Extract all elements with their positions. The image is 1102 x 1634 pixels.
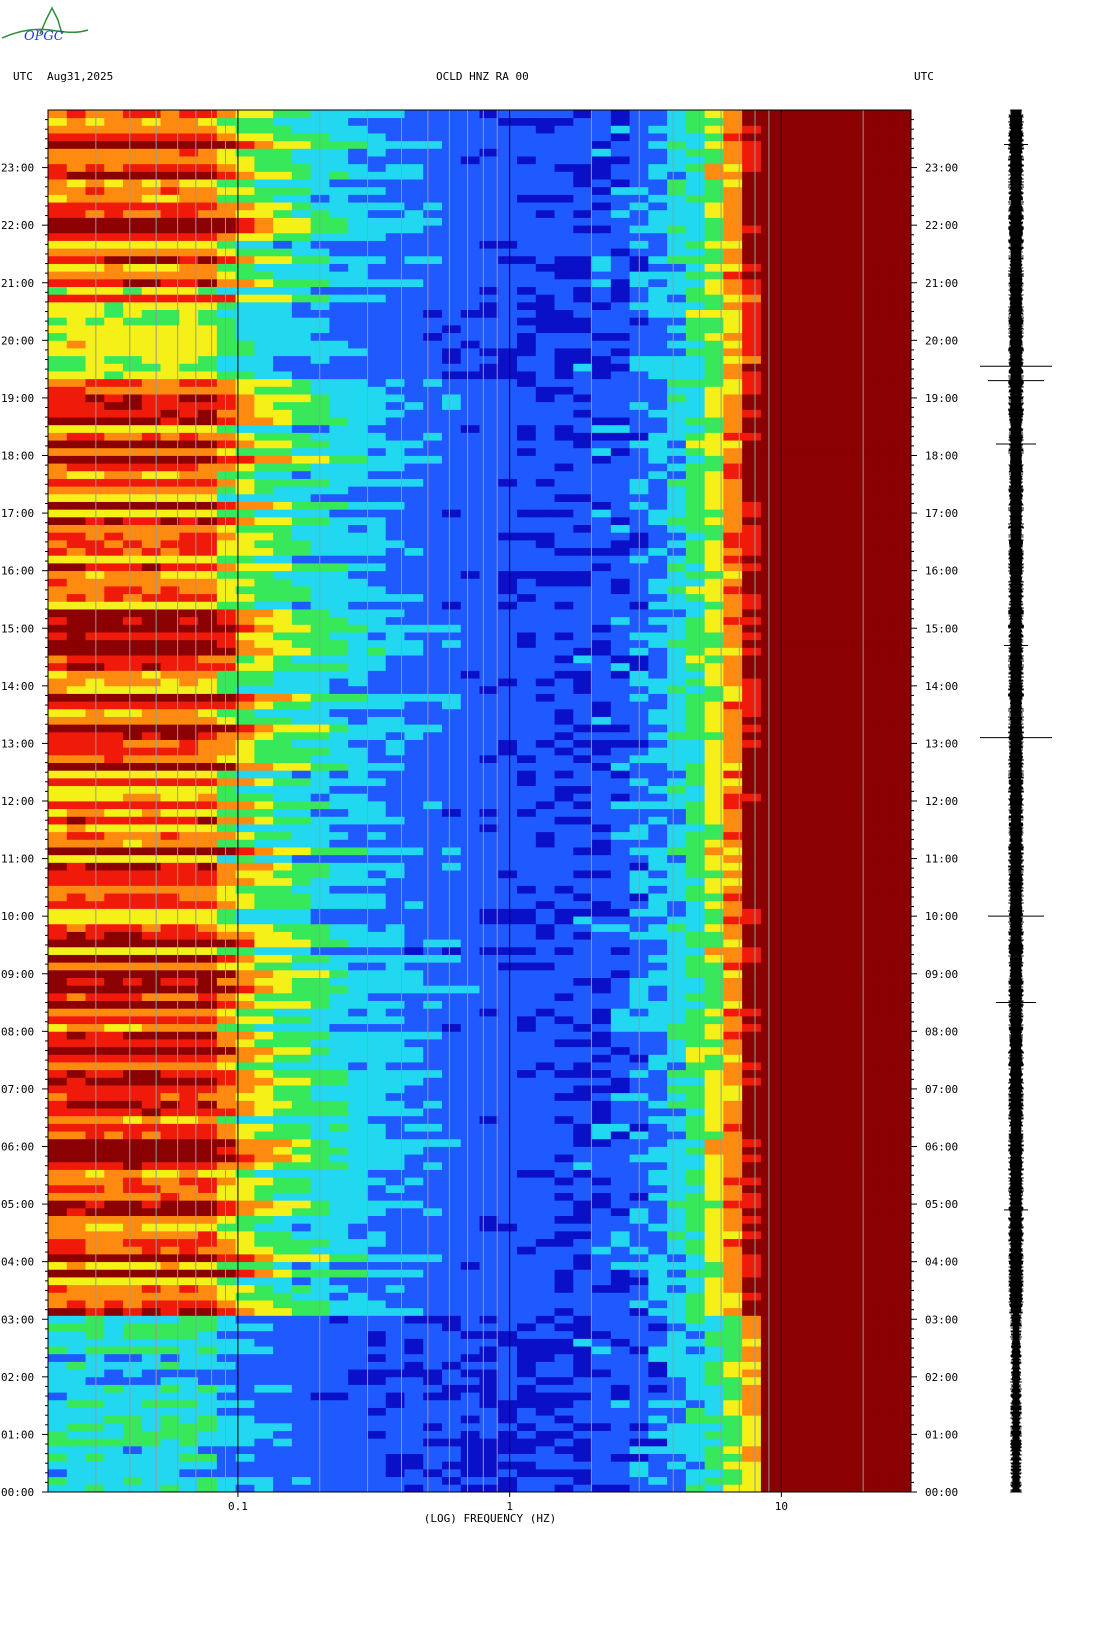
time-tick-label-right: 16:00 bbox=[925, 565, 958, 578]
time-tick-label-left: 09:00 bbox=[1, 968, 34, 981]
time-tick-label-right: 06:00 bbox=[925, 1141, 958, 1154]
seismogram-waveform bbox=[1008, 109, 1024, 1493]
right-timezone-label: UTC bbox=[914, 70, 934, 83]
logo-text: OPGC bbox=[24, 29, 64, 44]
left-timezone-label: UTC bbox=[13, 70, 33, 83]
time-tick-label-left: 23:00 bbox=[1, 162, 34, 175]
time-tick-label-right: 05:00 bbox=[925, 1198, 958, 1211]
time-tick-label-right: 09:00 bbox=[925, 968, 958, 981]
frequency-tick-label: 1 bbox=[506, 1500, 513, 1513]
time-tick-label-right: 21:00 bbox=[925, 277, 958, 290]
x-axis-label: (LOG) FREQUENCY (HZ) bbox=[424, 1512, 556, 1525]
time-tick-label-left: 16:00 bbox=[1, 565, 34, 578]
time-tick-label-left: 15:00 bbox=[1, 622, 34, 635]
time-tick-label-right: 18:00 bbox=[925, 450, 958, 463]
time-tick-label-left: 05:00 bbox=[1, 1198, 34, 1211]
time-tick-label-left: 00:00 bbox=[1, 1486, 34, 1499]
time-tick-label-left: 17:00 bbox=[1, 507, 34, 520]
time-tick-label-right: 00:00 bbox=[925, 1486, 958, 1499]
time-axis: 00:00 00:00 01:00 01:00 02:00 02:00 03:00 03:00… bbox=[1, 119, 958, 1499]
time-tick-label-right: 01:00 bbox=[925, 1428, 958, 1441]
time-tick-label-left: 12:00 bbox=[1, 795, 34, 808]
spectrogram-heatmap bbox=[48, 110, 912, 1493]
time-tick-label-left: 13:00 bbox=[1, 737, 34, 750]
time-tick-label-left: 06:00 bbox=[1, 1141, 34, 1154]
time-tick-label-right: 03:00 bbox=[925, 1313, 958, 1326]
time-tick-label-right: 12:00 bbox=[925, 795, 958, 808]
time-tick-label-left: 02:00 bbox=[1, 1371, 34, 1384]
time-tick-label-right: 23:00 bbox=[925, 162, 958, 175]
time-tick-label-right: 15:00 bbox=[925, 622, 958, 635]
time-tick-label-left: 14:00 bbox=[1, 680, 34, 693]
time-tick-label-right: 04:00 bbox=[925, 1256, 958, 1269]
seismogram-trace bbox=[980, 109, 1052, 1493]
time-tick-label-left: 03:00 bbox=[1, 1313, 34, 1326]
time-tick-label-right: 08:00 bbox=[925, 1025, 958, 1038]
time-tick-label-left: 01:00 bbox=[1, 1428, 34, 1441]
time-tick-label-right: 02:00 bbox=[925, 1371, 958, 1384]
frequency-axis: 0.1 1 10 bbox=[228, 1492, 788, 1513]
time-tick-label-left: 21:00 bbox=[1, 277, 34, 290]
time-tick-label-right: 10:00 bbox=[925, 910, 958, 923]
time-tick-label-left: 11:00 bbox=[1, 853, 34, 866]
time-tick-label-right: 14:00 bbox=[925, 680, 958, 693]
time-tick-label-right: 11:00 bbox=[925, 853, 958, 866]
time-tick-label-right: 07:00 bbox=[925, 1083, 958, 1096]
time-tick-label-left: 22:00 bbox=[1, 219, 34, 232]
time-tick-label-left: 20:00 bbox=[1, 334, 34, 347]
time-tick-label-right: 17:00 bbox=[925, 507, 958, 520]
time-tick-label-left: 10:00 bbox=[1, 910, 34, 923]
frequency-tick-label: 10 bbox=[775, 1500, 788, 1513]
time-tick-label-left: 08:00 bbox=[1, 1025, 34, 1038]
time-tick-label-left: 18:00 bbox=[1, 450, 34, 463]
frequency-gridlines bbox=[47, 110, 912, 1492]
time-tick-label-left: 07:00 bbox=[1, 1083, 34, 1096]
station-title: OCLD HNZ RA 00 bbox=[436, 70, 529, 83]
time-tick-label-left: 19:00 bbox=[1, 392, 34, 405]
opgc-logo: OPGC bbox=[1, 6, 89, 44]
date-label: Aug31,2025 bbox=[47, 70, 114, 83]
time-tick-label-right: 19:00 bbox=[925, 392, 958, 405]
time-tick-label-right: 13:00 bbox=[925, 737, 958, 750]
time-tick-label-left: 04:00 bbox=[1, 1256, 34, 1269]
time-tick-label-right: 20:00 bbox=[925, 334, 958, 347]
time-tick-label-right: 22:00 bbox=[925, 219, 958, 232]
frequency-tick-label: 0.1 bbox=[228, 1500, 248, 1513]
